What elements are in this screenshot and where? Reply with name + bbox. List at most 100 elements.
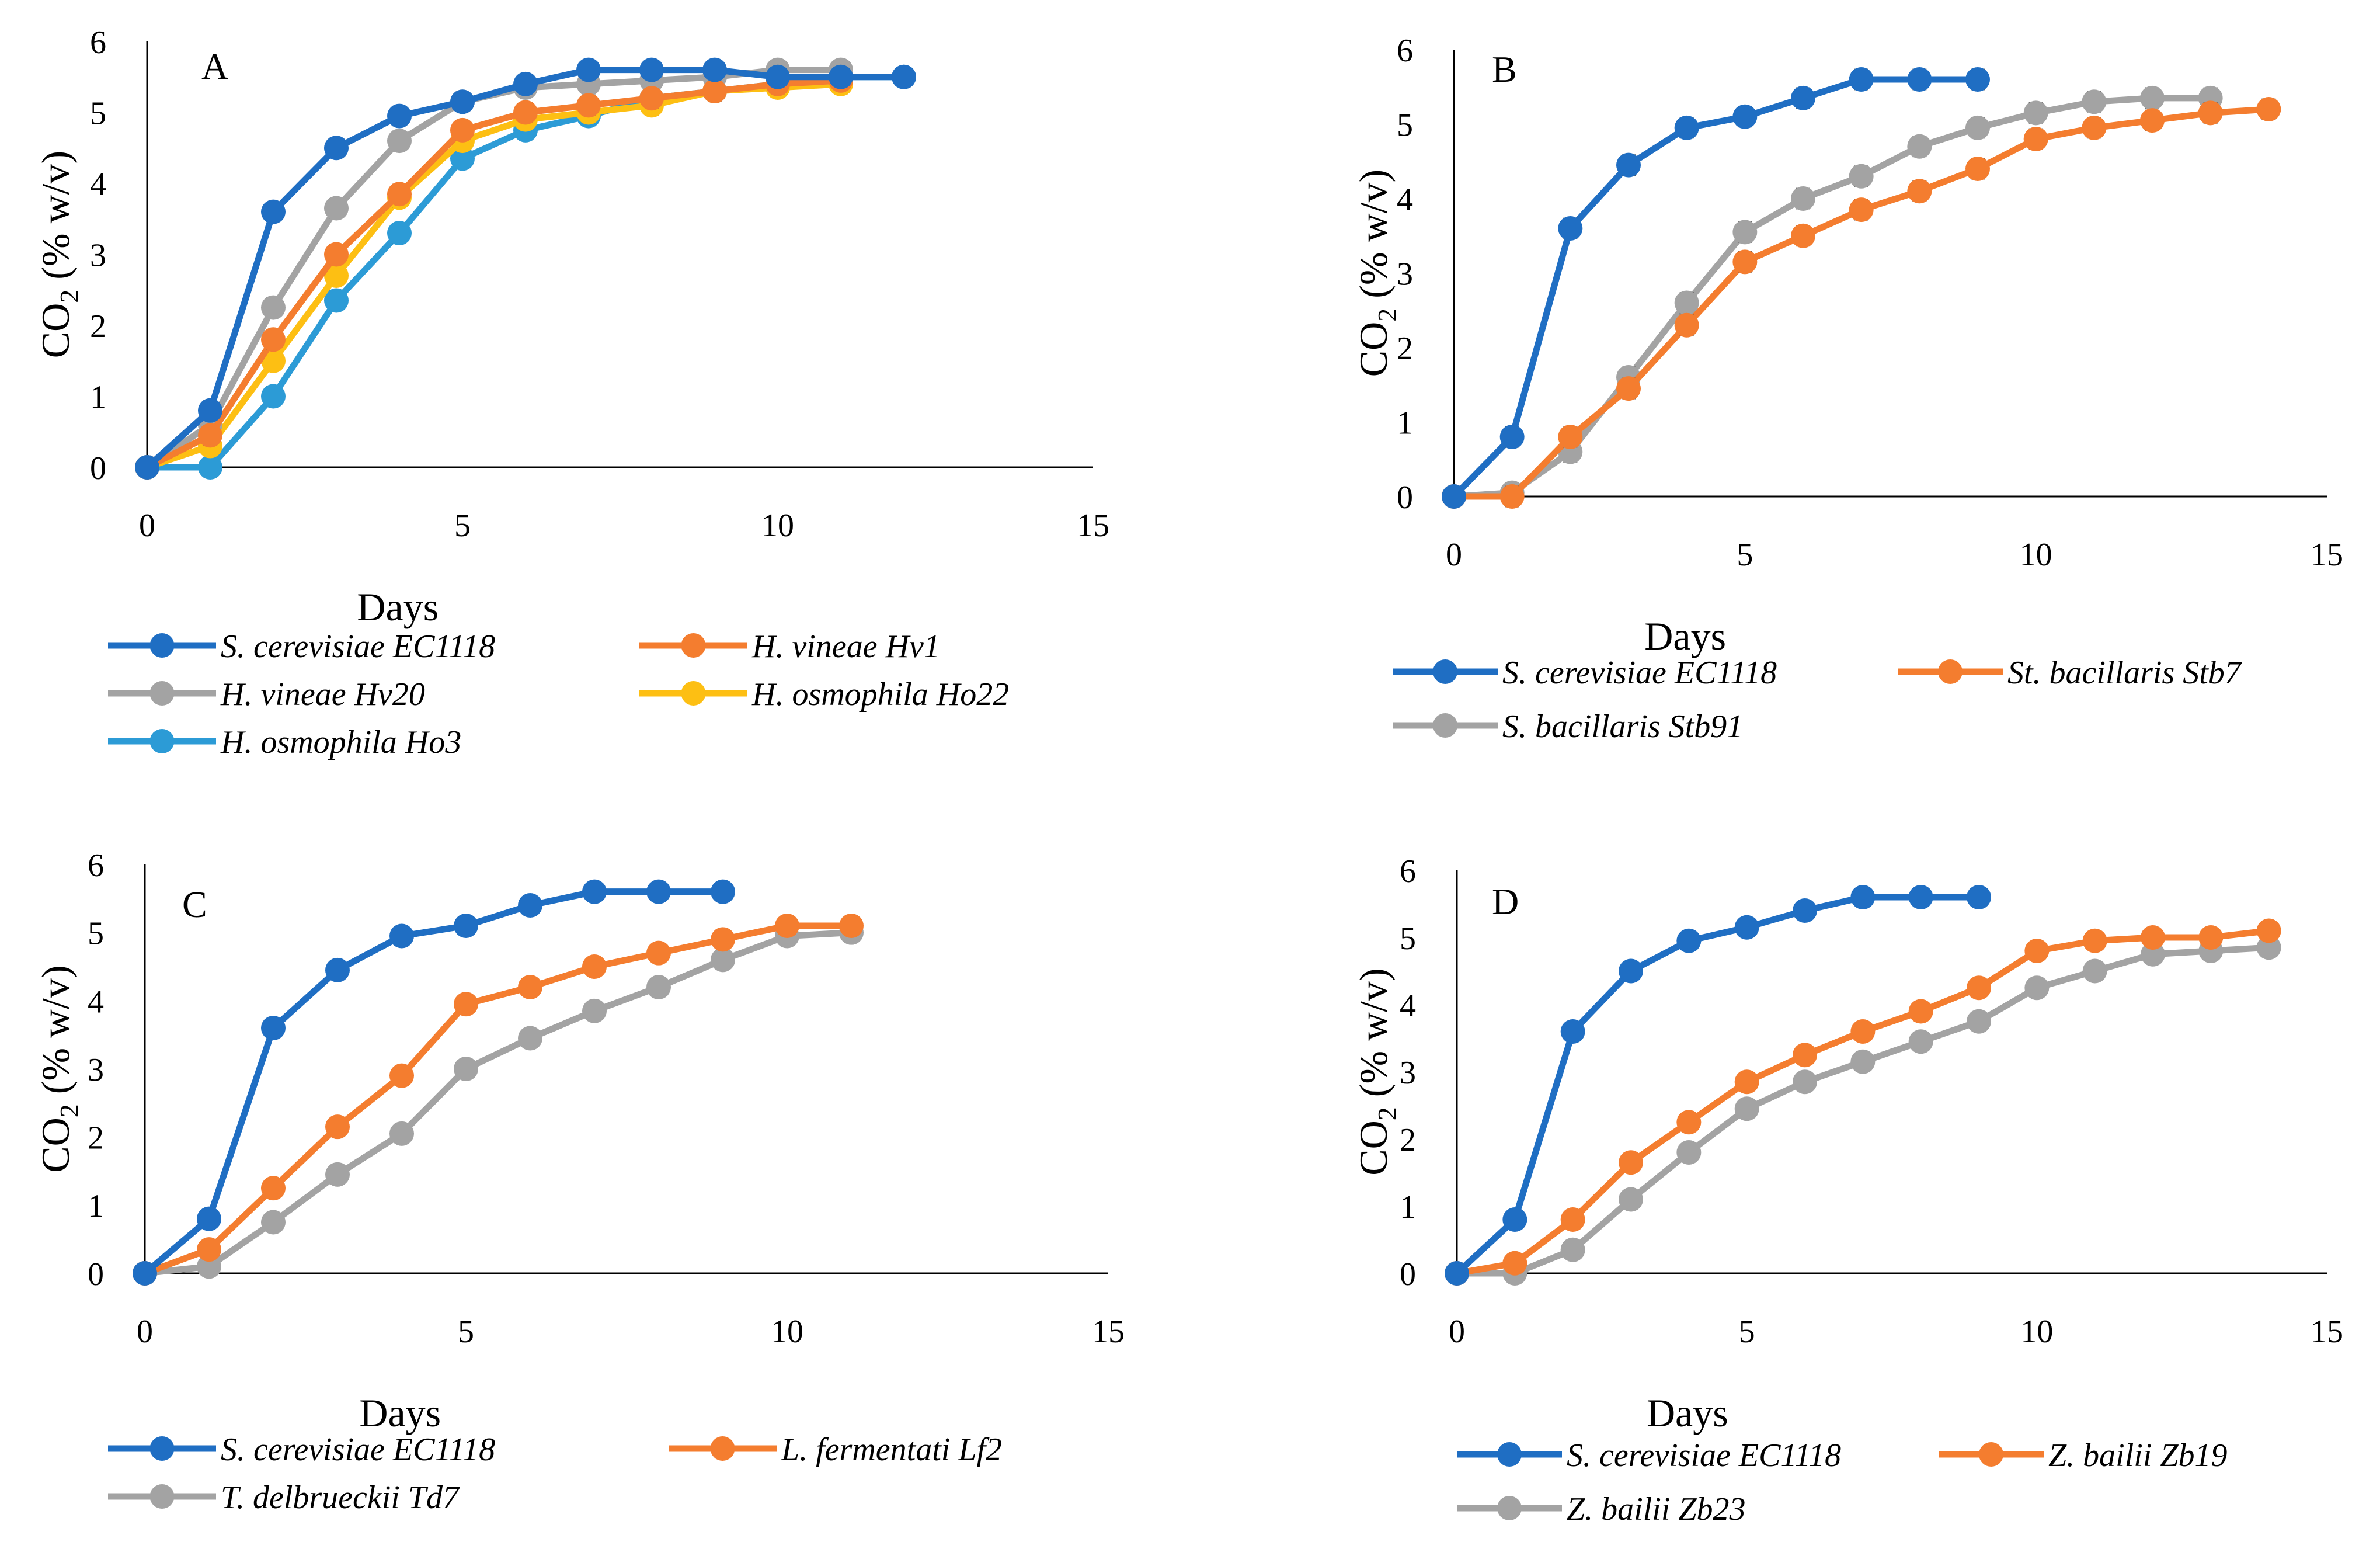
data-point — [711, 927, 735, 952]
series-l-fermentati-lf2 — [133, 914, 864, 1286]
y-tick-label: 5 — [90, 96, 106, 132]
y-tick-label: 1 — [90, 380, 106, 416]
x-tick-label: 15 — [2311, 537, 2343, 573]
data-point — [2198, 100, 2223, 126]
legend: S. cerevisiae EC1118 H. vineae Hv1 H. vine… — [108, 628, 1009, 760]
y-axis-title: CO2 (% w/v) — [1351, 169, 1402, 377]
data-point — [1849, 197, 1874, 223]
y-tick-label: 2 — [1397, 331, 1413, 367]
data-point — [1445, 1261, 1469, 1286]
data-point — [702, 57, 727, 82]
legend-label: S. cerevisiae EC1118 — [221, 628, 495, 665]
series-s-cerevisiae-ec1118 — [135, 57, 916, 480]
legend-label: H. osmophila Ho3 — [220, 724, 461, 760]
legend-marker — [1938, 659, 1963, 684]
data-point — [261, 295, 286, 320]
y-tick-label: 1 — [1397, 405, 1413, 442]
data-point — [1793, 898, 1817, 923]
data-point — [324, 288, 349, 313]
data-point — [1676, 928, 1702, 953]
data-point — [261, 1016, 286, 1040]
data-point — [2256, 97, 2281, 121]
data-point — [1502, 1251, 1527, 1276]
y-tick-label: 4 — [90, 166, 106, 203]
data-point — [1616, 152, 1641, 178]
data-point — [1558, 425, 1583, 449]
series-s-cerevisiae-ec1118 — [133, 879, 735, 1286]
data-point — [829, 64, 853, 89]
data-point — [2141, 925, 2165, 950]
x-tick-label: 5 — [1739, 1314, 1755, 1350]
data-point — [197, 1237, 221, 1262]
data-point — [2198, 925, 2224, 950]
data-point — [1791, 223, 1815, 248]
panel-label: A — [201, 46, 228, 87]
x-tick-label: 5 — [1737, 537, 1753, 573]
y-tick-label: 2 — [90, 308, 106, 345]
legend-marker — [681, 633, 706, 658]
legend-item-z-bailii-zb19: Z. bailii Zb19 — [1939, 1437, 2228, 1474]
data-point — [261, 327, 286, 352]
data-point — [1967, 975, 1991, 1001]
legend-label: L. fermentati Lf2 — [781, 1432, 1002, 1468]
data-point — [639, 57, 664, 82]
data-point — [2023, 127, 2048, 151]
data-point — [387, 103, 412, 128]
data-point — [450, 146, 475, 171]
data-point — [387, 182, 412, 207]
chart-panel-a: 0 5 10 15 0 1 2 3 4 5 6 A Days CO2 (% w/v) S. cerevisi… — [33, 25, 1109, 760]
data-point — [2024, 939, 2050, 963]
data-point — [1850, 1019, 1876, 1044]
data-point — [518, 975, 542, 999]
data-point — [261, 1176, 286, 1201]
x-tick-label: 15 — [1092, 1314, 1125, 1350]
y-tick-label: 0 — [1397, 480, 1413, 516]
series-line — [142, 888, 723, 1276]
data-point — [1850, 885, 1876, 909]
y-tick-label: 4 — [1400, 988, 1416, 1024]
series-s-cerevisiae-ec1118 — [1442, 67, 1990, 509]
legend-marker — [149, 729, 175, 753]
y-tick-label: 1 — [1400, 1189, 1416, 1225]
data-point — [1732, 249, 1758, 275]
legend-item-s-cerevisiae-ec1118: S. cerevisiae EC1118 — [1457, 1437, 1841, 1474]
x-axis-title: Days — [357, 585, 439, 629]
data-point — [1619, 1187, 1643, 1212]
data-point — [513, 71, 538, 96]
data-point — [1619, 958, 1643, 984]
legend-marker — [1433, 659, 1457, 684]
data-point — [518, 893, 542, 918]
data-point — [1791, 85, 1815, 110]
data-point — [1560, 1019, 1585, 1044]
legend-item-h-osmophila-ho3: H. osmophila Ho3 — [108, 724, 461, 760]
x-tick-label: 5 — [458, 1314, 474, 1350]
x-tick-label: 0 — [137, 1314, 153, 1350]
data-point — [2023, 100, 2048, 126]
series-s-cerevisiae-ec1118 — [1445, 885, 1991, 1286]
data-point — [324, 196, 349, 221]
legend-item-s-cerevisiae-ec1118: S. cerevisiae EC1118 — [108, 628, 495, 665]
data-point — [1674, 115, 1699, 140]
data-point — [702, 79, 727, 104]
data-point — [518, 1026, 542, 1051]
data-point — [387, 128, 412, 154]
y-tick-label: 4 — [1397, 182, 1413, 218]
y-tick-label: 5 — [1397, 107, 1413, 144]
x-tick-label: 10 — [761, 508, 794, 544]
data-point — [1619, 1150, 1643, 1175]
legend-label: H. vineae Hv20 — [220, 676, 425, 713]
legend-marker — [149, 681, 175, 706]
legend-item-l-fermentati-lf2: L. fermentati Lf2 — [669, 1432, 1002, 1468]
data-point — [646, 879, 671, 904]
data-point — [582, 879, 607, 904]
legend-marker — [681, 681, 706, 706]
y-tick-label: 6 — [90, 25, 106, 61]
data-point — [324, 136, 349, 161]
data-point — [1732, 104, 1758, 129]
data-point — [261, 1210, 286, 1235]
data-point — [450, 89, 475, 114]
data-point — [1734, 1096, 1759, 1121]
data-point — [324, 263, 349, 288]
data-point — [646, 940, 671, 966]
